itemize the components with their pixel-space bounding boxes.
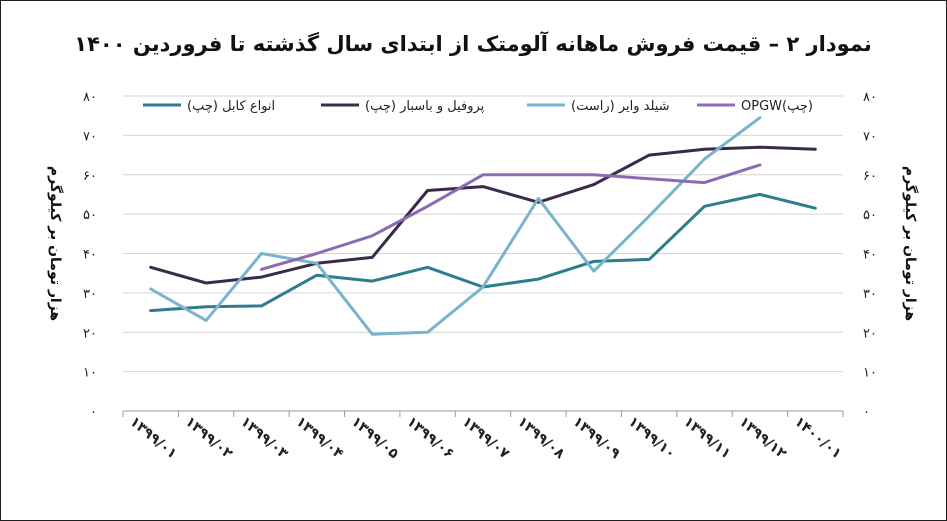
series-line [149, 116, 762, 336]
y-tick-label-right: ۴۰ [863, 248, 877, 263]
x-tick-label: ۱۳۹۹/۰۷ [459, 414, 513, 463]
y-axis-title-right: هزار تومان بر کیلوگرم [902, 166, 919, 321]
x-tick-label: ۱۳۹۹/۰۶ [403, 414, 456, 463]
x-tick-label: ۱۳۹۹/۰۴ [293, 414, 347, 463]
x-tick-label: ۱۳۹۹/۰۱ [127, 414, 180, 463]
y-tick-label-right: ۵۰ [863, 208, 877, 223]
series-line [149, 145, 817, 285]
series-line [260, 163, 762, 271]
legend: انواع کابل (چپ) پروفیل و باسبار (چپ) شیلد … [143, 99, 813, 114]
x-tick-label: ۱۳۹۹/۰۸ [514, 414, 568, 463]
x-tick-label: ۱۳۹۹/۱۲ [736, 414, 790, 463]
y-tick-label-right: ۶۰ [863, 169, 877, 184]
y-tick-label-right: ۸۰ [863, 90, 877, 105]
y-tick-label-left: ۸۰ [83, 90, 97, 105]
y-tick-label-left: ۰ [90, 405, 97, 420]
legend-label: پروفیل و باسبار (چپ) [365, 99, 485, 114]
y-tick-label-right: ۷۰ [863, 129, 877, 144]
y-tick-label-left: ۳۰ [83, 287, 97, 302]
series-lines [149, 116, 817, 336]
y-tick-label-right: ۳۰ [863, 287, 877, 302]
legend-label: انواع کابل (چپ) [187, 99, 275, 114]
y-tick-label-left: ۷۰ [83, 129, 97, 144]
y-tick-label-right: ۱۰ [863, 366, 877, 381]
x-tick-label: ۱۳۹۹/۰۹ [570, 414, 624, 463]
x-tick-label: ۱۴۰۰/۰۱ [791, 414, 844, 463]
y-tick-label-left: ۲۰ [83, 326, 97, 341]
y-tick-label-left: ۴۰ [83, 248, 97, 263]
y-axis-title-left: هزار تومان بر کیلوگرم [47, 166, 64, 321]
x-tick-label: ۱۳۹۹/۰۲ [182, 414, 236, 463]
y-tick-label-left: ۵۰ [83, 208, 97, 223]
legend-label: شیلد وایر (راست) [571, 99, 670, 114]
chart-title: نمودار ۲ – قیمت فروش ماهانه آلومتک از اب… [74, 31, 871, 56]
x-tick-label: ۱۳۹۹/۰۵ [348, 414, 402, 463]
x-tick-label: ۱۳۹۹/۱۰ [625, 414, 678, 463]
y-tick-label-right: ۰ [863, 405, 870, 420]
y-tick-label-left: ۶۰ [83, 169, 97, 184]
x-tick-label: ۱۳۹۹/۰۳ [237, 414, 291, 463]
y-tick-label-left: ۱۰ [83, 366, 97, 381]
legend-label: OPGW(چپ) [741, 99, 813, 114]
y-tick-label-right: ۲۰ [863, 326, 877, 341]
x-tick-label: ۱۳۹۹/۱۱ [680, 414, 733, 463]
